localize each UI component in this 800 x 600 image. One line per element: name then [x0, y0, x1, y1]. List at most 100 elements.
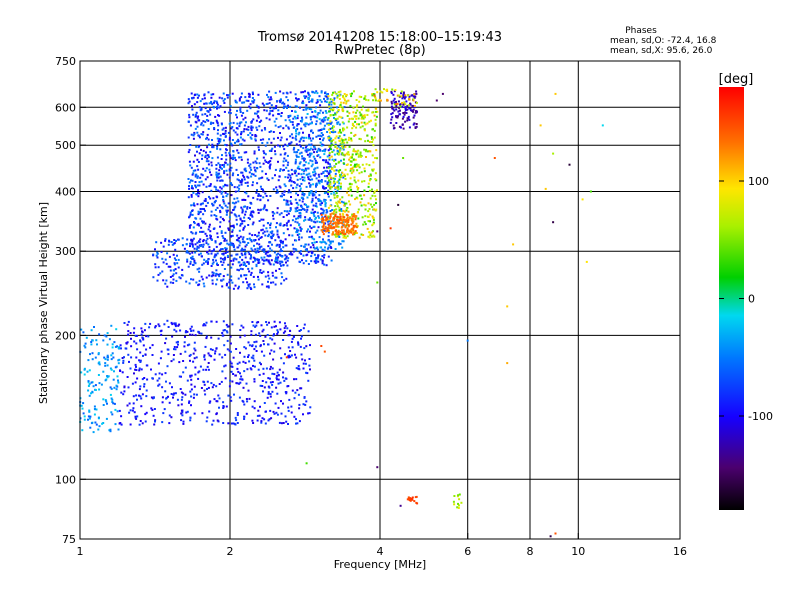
- data-point: [352, 106, 355, 109]
- data-point: [343, 233, 345, 236]
- data-point: [268, 241, 271, 243]
- data-point: [373, 208, 375, 211]
- data-point: [279, 239, 282, 242]
- data-point: [355, 153, 358, 156]
- data-point: [335, 192, 338, 195]
- data-point: [82, 402, 85, 405]
- data-point: [272, 410, 275, 413]
- data-point: [325, 93, 328, 96]
- data-point: [242, 228, 245, 231]
- data-point: [210, 214, 213, 217]
- data-point: [268, 165, 271, 168]
- data-point: [189, 375, 192, 378]
- data-point: [277, 144, 279, 147]
- data-point: [362, 105, 364, 108]
- data-point: [324, 180, 327, 183]
- data-point: [111, 398, 114, 401]
- data-point: [406, 498, 409, 501]
- data-point: [82, 331, 85, 334]
- data-point: [196, 223, 199, 226]
- data-point: [295, 143, 298, 146]
- data-point: [240, 92, 243, 95]
- data-point: [245, 243, 248, 246]
- data-point: [285, 261, 287, 264]
- data-point: [288, 253, 291, 256]
- data-point: [301, 200, 304, 203]
- data-point: [212, 146, 215, 149]
- data-point: [303, 123, 306, 126]
- data-point: [117, 379, 119, 382]
- data-point: [189, 419, 192, 422]
- data-point: [198, 279, 201, 282]
- data-point: [285, 203, 288, 206]
- data-point: [300, 196, 303, 199]
- data-point: [238, 125, 241, 128]
- data-point: [174, 324, 177, 326]
- data-point: [409, 497, 412, 500]
- data-point: [238, 229, 241, 232]
- data-point: [159, 272, 162, 275]
- data-point: [225, 247, 228, 250]
- data-point: [127, 320, 130, 323]
- data-point: [115, 388, 118, 391]
- data-point: [410, 498, 413, 500]
- data-point: [230, 279, 233, 282]
- data-point: [234, 99, 237, 102]
- data-point: [107, 375, 110, 378]
- data-point: [164, 258, 167, 261]
- data-point: [198, 136, 201, 139]
- data-point: [314, 172, 317, 175]
- data-point: [202, 120, 205, 123]
- data-point: [223, 102, 226, 104]
- data-point: [197, 377, 200, 380]
- data-point: [117, 428, 120, 431]
- data-point: [391, 112, 394, 115]
- data-point: [355, 226, 358, 229]
- data-point: [415, 125, 418, 128]
- data-point: [222, 258, 225, 261]
- data-point: [182, 420, 185, 423]
- data-point: [261, 283, 264, 286]
- data-point: [180, 419, 183, 422]
- data-point: [310, 165, 313, 168]
- data-point: [226, 242, 229, 245]
- data-point: [321, 150, 324, 152]
- data-point: [263, 259, 265, 262]
- data-point: [390, 100, 393, 103]
- data-point: [187, 178, 190, 180]
- data-point: [339, 128, 341, 131]
- data-point: [337, 109, 340, 112]
- data-point: [314, 191, 317, 194]
- data-point: [228, 152, 231, 155]
- data-point: [304, 362, 307, 365]
- data-point: [315, 261, 318, 264]
- data-point: [214, 186, 217, 189]
- data-point: [160, 350, 163, 353]
- data-point: [295, 130, 297, 133]
- data-point: [213, 248, 215, 251]
- data-point: [268, 321, 270, 324]
- data-point: [178, 361, 181, 364]
- data-point: [371, 194, 374, 197]
- data-point: [228, 122, 231, 125]
- data-point: [390, 90, 393, 93]
- data-point: [133, 340, 136, 343]
- data-point: [283, 102, 286, 105]
- data-point: [224, 256, 227, 259]
- data-point: [290, 180, 293, 183]
- data-point: [267, 235, 270, 238]
- data-point: [291, 173, 294, 176]
- data-point: [243, 225, 246, 228]
- data-point: [223, 365, 226, 368]
- data-point: [179, 352, 182, 355]
- data-point: [328, 224, 331, 227]
- data-point: [294, 239, 296, 242]
- data-point: [207, 119, 210, 122]
- data-point: [312, 115, 315, 118]
- data-point: [276, 413, 279, 416]
- data-point: [374, 172, 377, 175]
- data-point: [259, 209, 262, 212]
- data-point: [296, 167, 299, 170]
- data-point: [266, 323, 269, 326]
- data-point: [332, 114, 335, 117]
